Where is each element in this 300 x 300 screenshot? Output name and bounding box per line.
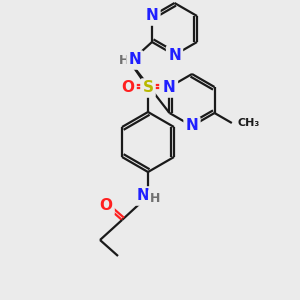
Text: CH₃: CH₃ xyxy=(238,118,260,128)
Text: N: N xyxy=(136,188,149,203)
Text: N: N xyxy=(129,52,141,68)
Text: N: N xyxy=(163,80,176,94)
Text: H: H xyxy=(119,53,129,67)
Text: S: S xyxy=(142,80,154,95)
Text: O: O xyxy=(100,199,112,214)
Text: N: N xyxy=(168,47,181,62)
Text: N: N xyxy=(186,118,198,134)
Text: H: H xyxy=(150,191,160,205)
Text: O: O xyxy=(122,80,134,95)
Text: N: N xyxy=(146,8,158,23)
Text: O: O xyxy=(161,80,175,95)
